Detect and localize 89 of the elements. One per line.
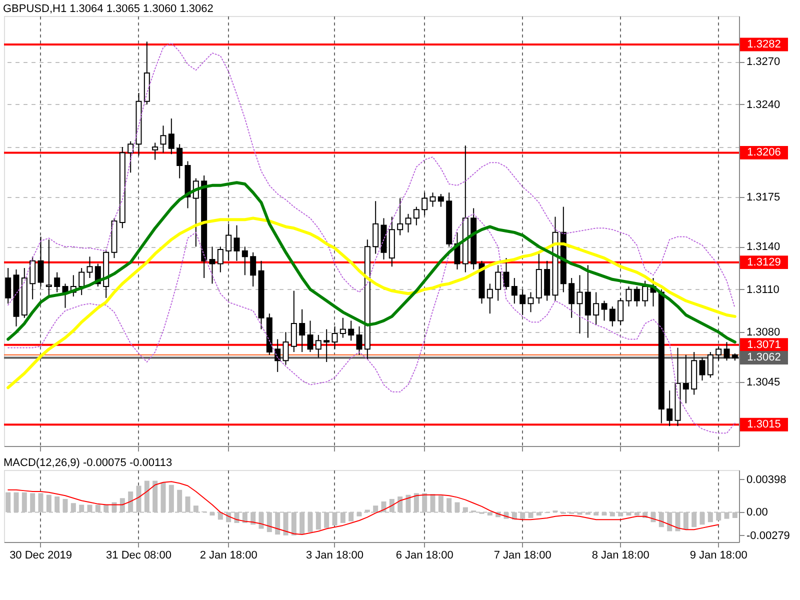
candlestick [78,268,85,296]
candlestick [634,286,640,307]
candlestick [242,246,248,276]
candlestick [348,320,354,342]
candlestick [62,283,68,308]
candlestick [503,258,510,290]
candlestick [226,223,232,262]
candlestick [290,290,297,353]
candlestick [250,252,256,288]
candlestick [413,206,420,226]
candlestick [54,272,60,293]
candlestick [666,390,673,427]
y-tick-label: -0.00279 [746,530,790,542]
line-series [6,181,736,344]
x-tick-label: 31 Dec 08:00 [106,550,172,562]
candlestick [626,286,632,307]
candlestick [217,246,224,273]
candlestick [422,192,428,216]
candlestick [568,277,575,318]
x-tick-label: 3 Jan 18:00 [306,550,364,562]
candlestick [682,354,689,404]
candlestick [315,334,322,358]
y-tick-label: 0.00398 [746,474,786,486]
candlestick [209,246,216,284]
candlestick [274,338,281,372]
ref-line-label: 1.3129 [747,256,781,268]
ref-line-label: 1.3282 [747,38,781,50]
candlestick [707,352,714,378]
y-tick-label: 1.3045 [746,376,780,388]
ref-line-label: 1.3206 [747,146,781,159]
y-tick-label: 1.3080 [746,326,780,339]
candlestick [430,192,436,208]
chart-title: GBPUSD,H1 1.3064 1.3065 1.3060 1.3062 [3,3,214,15]
candlestick [38,236,44,288]
x-tick-label: 6 Jan 18:00 [396,550,454,562]
line-series [8,481,720,536]
candlestick [584,264,591,338]
candlestick [593,292,600,326]
candlestick [86,256,93,278]
candlestick [397,198,404,236]
ref-line-label: 1.3015 [747,418,781,431]
candlestick [528,292,534,313]
candlestick [234,224,240,262]
x-tick-label: 9 Jan 18:00 [690,550,748,562]
y-tick-label: 1.3175 [746,191,780,204]
candlestick [30,256,36,300]
candlestick [340,317,346,338]
line-series [8,213,736,434]
candlestick [372,200,379,254]
candlestick [152,142,158,160]
candlestick [299,308,306,353]
y-tick-label: 1.3240 [746,98,780,111]
chart-title: MACD(12,26,9) -0.00075 -0.00113 [4,457,172,469]
y-tick-label: 1.3110 [746,284,780,296]
candlestick [716,346,722,362]
ref-line-label: 1.3062 [747,352,781,364]
candlestick [618,297,624,326]
candlestick [601,300,608,322]
candlestick [160,125,166,154]
candlestick [356,326,362,356]
candlestick [609,306,616,327]
line-series [6,216,736,390]
line-series [8,42,736,308]
candlestick [282,332,289,366]
x-tick-label: 30 Dec 2019 [10,550,72,562]
candlestick [520,288,526,316]
y-tick-label: 0.00 [746,506,768,519]
candlestick [5,268,12,304]
ref-line-label: 1.3071 [747,338,781,351]
candlestick [486,283,493,314]
candlestick [511,277,518,304]
candlestick [438,193,444,208]
candlestick [576,274,583,334]
candlestick [699,357,706,382]
candlestick [324,328,330,362]
candlestick [495,264,502,302]
candlestick [168,118,174,155]
candlestick [642,280,648,307]
candlestick [176,144,183,179]
x-tick-label: 2 Jan 18:00 [200,550,258,562]
candlestick [128,140,134,174]
candlestick [332,326,338,350]
y-tick-label: 1.3270 [746,56,780,68]
candlestick [307,320,314,353]
candlestick [405,213,412,233]
x-tick-label: 7 Jan 18:00 [494,550,552,562]
y-tick-label: 1.3140 [746,241,780,254]
x-tick-label: 8 Jan 18:00 [592,550,650,562]
candlestick [724,342,730,362]
